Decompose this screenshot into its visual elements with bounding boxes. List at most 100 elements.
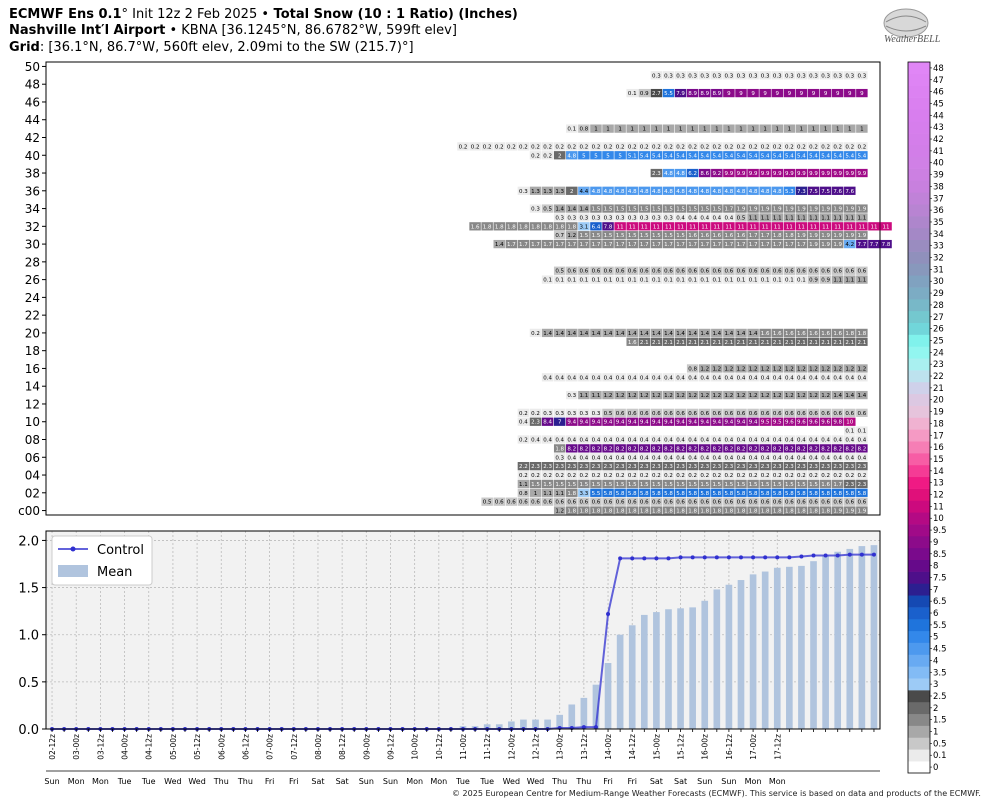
heat-cell-label: 1.4 xyxy=(664,331,673,337)
heat-cell xyxy=(541,373,554,382)
x-tick-label: 15-00z xyxy=(652,734,661,760)
heat-cell xyxy=(723,231,735,240)
heat-cell-label: 0.6 xyxy=(652,269,661,275)
heat-cell xyxy=(711,506,723,515)
heat-cell xyxy=(566,488,578,497)
heat-cell-label: 0.1 xyxy=(749,278,758,284)
heat-cell xyxy=(844,417,856,426)
day-label: Thu xyxy=(213,777,229,786)
heat-cell xyxy=(529,497,542,506)
day-label: Tue xyxy=(479,777,494,786)
heat-cell-label: 0.4 xyxy=(592,375,601,381)
heat-cell xyxy=(723,497,735,506)
heat-ytick-label: 28 xyxy=(25,255,40,269)
heat-cell xyxy=(831,231,844,240)
heat-cell-label: 1 xyxy=(667,127,671,133)
heat-cell xyxy=(590,470,602,480)
heat-cell xyxy=(553,488,566,497)
heat-cell xyxy=(529,408,542,417)
heat-cell xyxy=(602,470,614,480)
heat-cell-label: 1.8 xyxy=(652,509,661,515)
heat-cell-label: 1.4 xyxy=(555,207,564,213)
y-tick-label: 1.0 xyxy=(18,629,39,644)
day-label: Fri xyxy=(627,777,637,786)
heat-cell-label: 2.3 xyxy=(579,464,588,470)
heat-cell xyxy=(783,142,796,151)
control-point xyxy=(593,725,598,730)
heat-cell xyxy=(614,506,626,515)
heat-cell xyxy=(831,408,844,417)
heat-cell-label: 1.5 xyxy=(640,482,649,488)
heat-cell xyxy=(662,71,675,80)
heat-cell-label: 1.9 xyxy=(809,207,818,213)
heat-cell xyxy=(553,435,566,444)
heat-cell-label: 0.1 xyxy=(845,429,854,435)
heat-cell xyxy=(759,506,771,515)
heat-cell-label: 0.5 xyxy=(543,207,552,213)
heat-cell xyxy=(614,497,626,506)
heat-cell-label: 1.5 xyxy=(700,207,709,213)
heat-ytick-label: 34 xyxy=(25,202,40,216)
heat-cell xyxy=(662,266,675,275)
heat-cell xyxy=(650,88,663,98)
heat-cell-label: 0.6 xyxy=(652,411,661,417)
heat-cell-label: 0.6 xyxy=(809,269,818,275)
heat-cell-label: 0.2 xyxy=(459,144,468,150)
heat-cell-label: 8.2 xyxy=(773,446,782,452)
heat-cell xyxy=(819,373,832,382)
heat-cell xyxy=(747,275,759,284)
heat-cell-label: 5.4 xyxy=(700,153,709,159)
heat-cell-label: 11 xyxy=(725,224,732,230)
heat-cell xyxy=(735,213,747,222)
colorbar-segment xyxy=(908,73,930,86)
heat-cell-label: 11 xyxy=(738,224,745,230)
heat-cell-label: 0.3 xyxy=(833,73,842,79)
heat-cell-label: 1.8 xyxy=(773,509,782,515)
heat-cell xyxy=(578,506,590,515)
heat-cell xyxy=(626,497,638,506)
weatherbell-logo: WeatherBELL xyxy=(883,8,941,45)
heat-cell-label: 1.6 xyxy=(628,340,637,346)
heat-cell xyxy=(735,408,747,417)
heat-cell-label: 0.6 xyxy=(628,411,637,417)
heat-cell xyxy=(844,506,856,515)
heat-cell xyxy=(735,373,747,382)
heat-cell-label: 1.8 xyxy=(737,509,746,515)
heat-cell-label: 1.9 xyxy=(785,207,794,213)
heat-cell xyxy=(541,222,554,231)
control-point xyxy=(811,553,816,558)
heat-cell-label: 0.4 xyxy=(652,375,661,381)
heat-cell-label: 7.6 xyxy=(833,189,842,195)
heat-cell-label: 0.6 xyxy=(725,411,734,417)
heat-cell-label: 0.2 xyxy=(773,473,782,479)
heat-cell xyxy=(783,168,796,178)
heat-cell-label: 0.3 xyxy=(700,73,709,79)
heat-cell-label: 0.6 xyxy=(749,269,758,275)
heat-cell-label: 1.8 xyxy=(567,491,576,497)
heat-cell-label: 2.3 xyxy=(712,464,721,470)
heat-cell-label: 2.1 xyxy=(700,340,709,346)
heat-cell-label: 11 xyxy=(870,224,877,230)
heat-cell-label: 1.2 xyxy=(712,393,721,399)
heat-cell-label: 1 xyxy=(594,127,598,133)
heat-cell xyxy=(590,462,602,471)
heat-ytick-label: 44 xyxy=(25,113,40,127)
heat-cell-label: 0.2 xyxy=(821,473,830,479)
heat-cell xyxy=(638,151,651,160)
heat-cell xyxy=(819,88,832,98)
heat-cell-label: 0.6 xyxy=(640,411,649,417)
heat-cell-label: 4.4 xyxy=(579,189,588,195)
heat-cell xyxy=(566,186,578,195)
heat-cell-label: 0.4 xyxy=(628,375,637,381)
heat-cell-label: 5.4 xyxy=(712,153,721,159)
heat-cell xyxy=(783,462,796,471)
heat-cell xyxy=(807,168,820,178)
colorbar-tick-label: 32 xyxy=(933,254,944,264)
mean-bar xyxy=(508,721,515,729)
heat-cell-label: 1.1 xyxy=(773,215,782,221)
heat-cell-label: 5.8 xyxy=(821,491,830,497)
heat-cell-label: 0.4 xyxy=(628,455,637,461)
heat-cell-label: 1.8 xyxy=(785,509,794,515)
heat-cell-label: 0.2 xyxy=(604,144,613,150)
heat-cell xyxy=(723,506,735,515)
